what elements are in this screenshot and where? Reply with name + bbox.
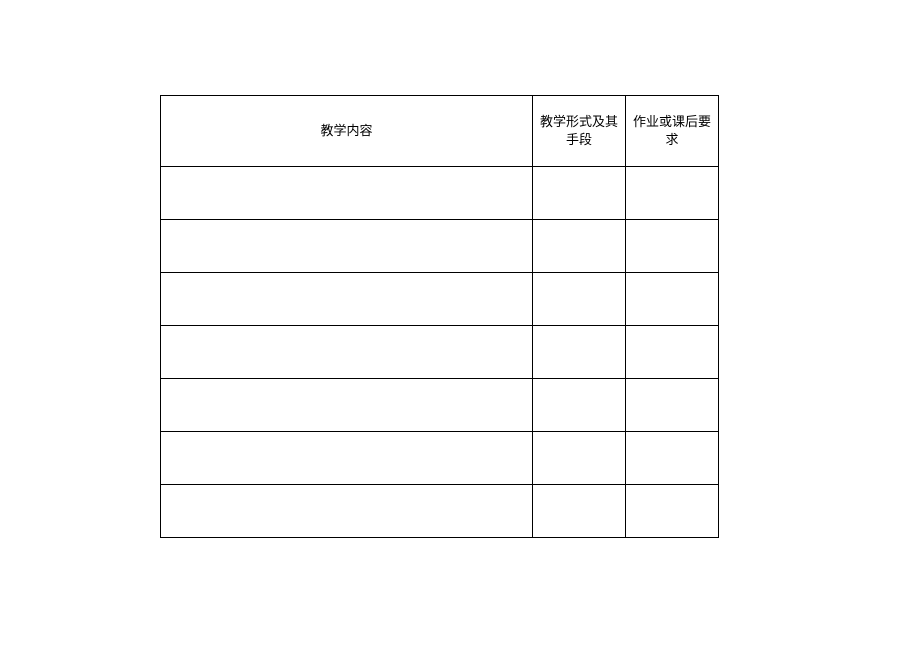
cell-homework bbox=[626, 379, 719, 432]
table-row bbox=[161, 273, 719, 326]
cell-form bbox=[533, 379, 626, 432]
cell-content bbox=[161, 485, 533, 538]
header-teaching-content: 教学内容 bbox=[161, 96, 533, 167]
cell-homework bbox=[626, 167, 719, 220]
lesson-plan-table: 教学内容 教学形式及其手段 作业或课后要求 bbox=[160, 95, 719, 538]
table-row bbox=[161, 326, 719, 379]
cell-content bbox=[161, 220, 533, 273]
table-header-row: 教学内容 教学形式及其手段 作业或课后要求 bbox=[161, 96, 719, 167]
cell-form bbox=[533, 432, 626, 485]
cell-content bbox=[161, 326, 533, 379]
cell-homework bbox=[626, 485, 719, 538]
cell-form bbox=[533, 485, 626, 538]
table-row bbox=[161, 432, 719, 485]
cell-content bbox=[161, 167, 533, 220]
table-row bbox=[161, 485, 719, 538]
table-row bbox=[161, 220, 719, 273]
cell-content bbox=[161, 379, 533, 432]
cell-form bbox=[533, 167, 626, 220]
lesson-plan-table-container: 教学内容 教学形式及其手段 作业或课后要求 bbox=[160, 95, 719, 538]
cell-form bbox=[533, 220, 626, 273]
header-teaching-form: 教学形式及其手段 bbox=[533, 96, 626, 167]
header-homework: 作业或课后要求 bbox=[626, 96, 719, 167]
cell-homework bbox=[626, 326, 719, 379]
table-row bbox=[161, 167, 719, 220]
cell-form bbox=[533, 273, 626, 326]
cell-content bbox=[161, 273, 533, 326]
cell-homework bbox=[626, 220, 719, 273]
cell-content bbox=[161, 432, 533, 485]
cell-homework bbox=[626, 432, 719, 485]
table-row bbox=[161, 379, 719, 432]
cell-homework bbox=[626, 273, 719, 326]
cell-form bbox=[533, 326, 626, 379]
